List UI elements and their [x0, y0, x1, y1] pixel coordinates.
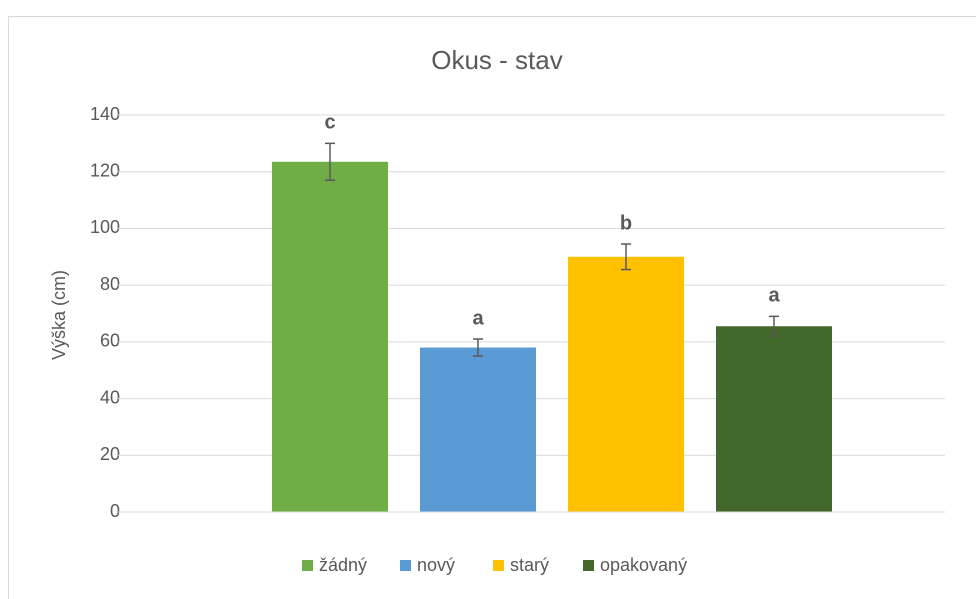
- annotation: b: [620, 212, 632, 234]
- chart-title: Okus - stav: [431, 45, 562, 75]
- legend-label: opakovaný: [600, 555, 687, 575]
- y-tick-label: 140: [90, 104, 120, 124]
- bar: [716, 326, 832, 512]
- annotation: a: [768, 285, 780, 307]
- legend-swatch: [493, 560, 504, 571]
- annotation: c: [324, 112, 335, 134]
- y-tick-label: 60: [100, 331, 120, 351]
- bar: [420, 347, 536, 512]
- legend-label: žádný: [319, 555, 367, 575]
- legend-label: starý: [510, 555, 549, 575]
- legend-swatch: [302, 560, 313, 571]
- legend-label: nový: [417, 555, 455, 575]
- annotation: a: [472, 307, 484, 329]
- y-tick-label: 80: [100, 274, 120, 294]
- y-tick-label: 120: [90, 160, 120, 180]
- y-tick-label: 20: [100, 444, 120, 464]
- y-tick-label: 40: [100, 387, 120, 407]
- y-axis-label: Výška (cm): [49, 270, 69, 360]
- bar: [272, 161, 388, 512]
- y-tick-label: 0: [110, 501, 120, 521]
- legend-swatch: [400, 560, 411, 571]
- y-tick-label: 100: [90, 217, 120, 237]
- legend-swatch: [583, 560, 594, 571]
- bar: [568, 256, 684, 512]
